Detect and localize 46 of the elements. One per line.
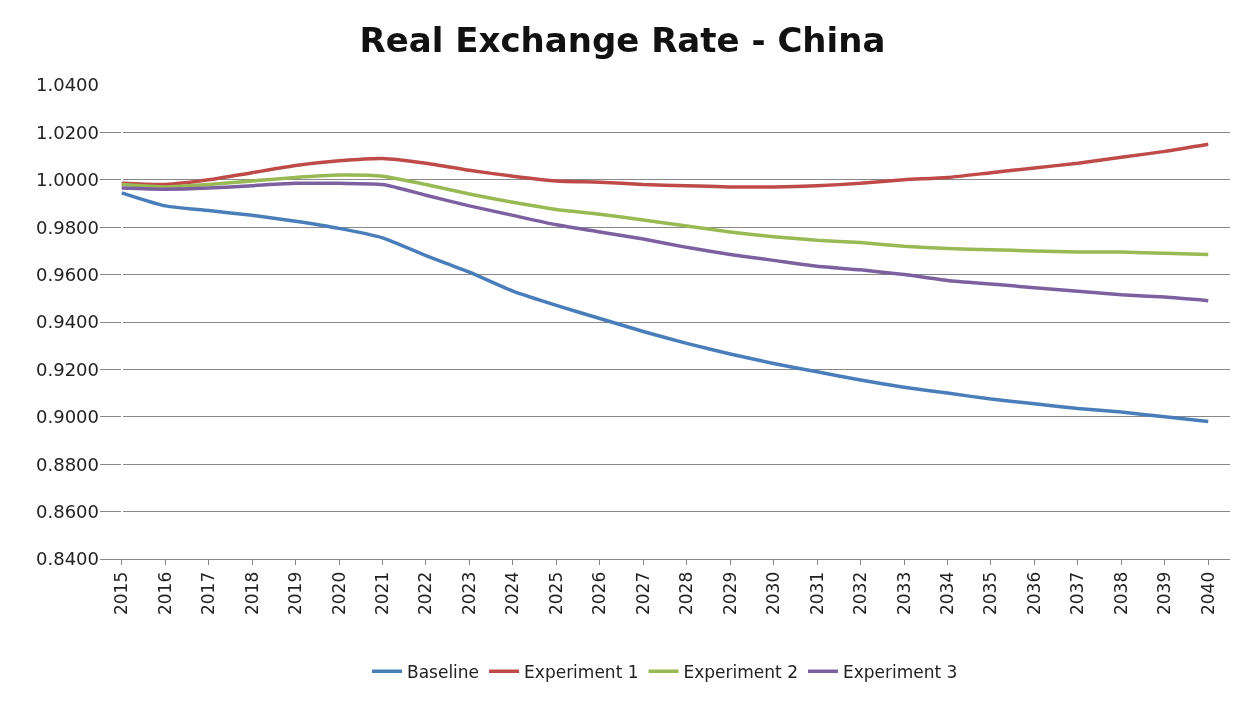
x-tick-label: 2028 (676, 571, 697, 616)
y-tick-label: 0.9000 (36, 406, 99, 428)
legend-label: Experiment 3 (842, 661, 958, 682)
x-tick-label: 2034 (937, 571, 958, 616)
x-tick-label: 2038 (1110, 571, 1131, 616)
chart-title: Real Exchange Rate - China (359, 19, 886, 60)
x-tick-label: 2035 (980, 571, 1001, 616)
line-series (119, 191, 1211, 424)
y-tick-label: 0.9800 (36, 216, 99, 238)
y-tick-label: 0.9400 (36, 311, 99, 333)
x-tick-label: 2024 (502, 571, 523, 616)
x-tick-label: 2021 (372, 571, 393, 616)
y-tick-label: 1.0200 (36, 121, 99, 143)
x-tick-label: 2025 (545, 571, 566, 616)
x-tick-label: 2017 (198, 571, 219, 616)
line-series (119, 181, 1211, 303)
x-tick-label: 2018 (241, 571, 262, 616)
x-tick-label: 2027 (632, 571, 653, 616)
x-tick-label: 2039 (1154, 571, 1175, 616)
legend-label: Experiment 1 (524, 661, 639, 682)
x-tick-label: 2033 (893, 571, 914, 616)
x-tick-label: 2030 (763, 571, 784, 616)
x-tick-label: 2029 (719, 571, 740, 616)
x-tick-label: 2015 (111, 571, 132, 616)
y-tick-label: 1.0400 (36, 74, 99, 96)
x-tick-label: 2026 (589, 571, 610, 616)
x-tick-label: 2036 (1023, 571, 1044, 616)
y-tick-label: 1.0000 (36, 169, 99, 191)
x-tick-label: 2031 (806, 571, 827, 616)
x-tick-label: 2032 (850, 571, 871, 616)
y-tick-label: 0.8800 (36, 453, 99, 475)
x-tick-label: 2022 (415, 571, 436, 616)
x-tick-label: 2040 (1197, 571, 1218, 616)
legend-label: Baseline (407, 661, 480, 682)
line-series (119, 173, 1211, 257)
x-tick-label: 2020 (328, 571, 349, 616)
x-tick-label: 2016 (154, 571, 175, 616)
y-tick-label: 0.8400 (36, 548, 99, 570)
y-tick-label: 0.9200 (36, 358, 99, 380)
y-tick-label: 0.8600 (36, 500, 99, 522)
x-tick-label: 2037 (1067, 571, 1088, 616)
legend-label: Experiment 2 (683, 661, 798, 682)
y-tick-label: 0.9600 (36, 263, 99, 285)
x-tick-label: 2019 (285, 571, 306, 616)
x-tick-label: 2023 (458, 571, 479, 616)
line-series (119, 142, 1211, 189)
